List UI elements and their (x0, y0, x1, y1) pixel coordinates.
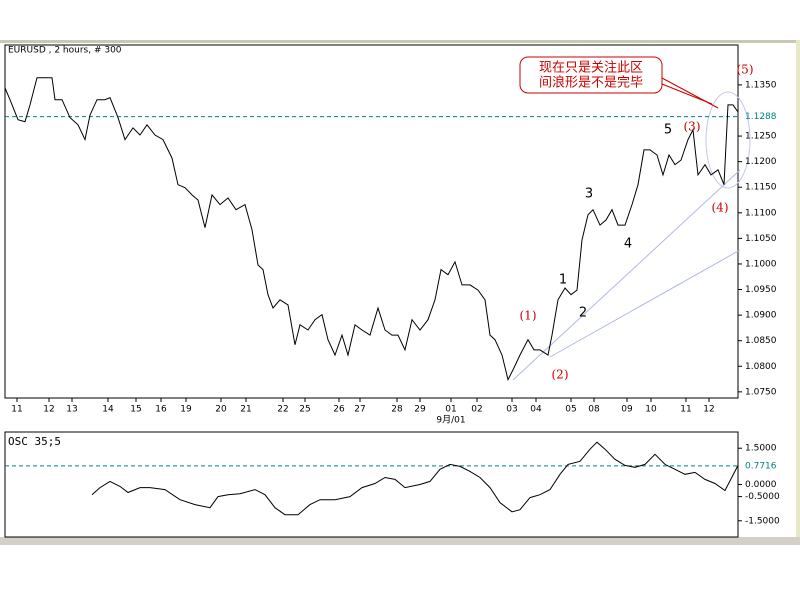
y-tick-label: -0.5000 (745, 492, 780, 502)
y-tick-label: 1.0850 (745, 336, 777, 346)
right-bar (796, 40, 800, 540)
x-tick-label: 10 (645, 405, 657, 415)
y-tick-label: 1.0900 (745, 311, 777, 321)
note-arrow (661, 83, 713, 105)
annotation: 1 (559, 273, 567, 288)
annotation: 4 (624, 237, 632, 252)
annotation: (3) (684, 120, 701, 134)
annotation: (2) (552, 368, 569, 382)
x-tick-label: 09 (621, 405, 633, 415)
x-tick-label: 08 (588, 405, 600, 415)
x-tick-label: 26 (333, 405, 345, 415)
x-tick-label: 25 (299, 405, 310, 415)
annotation: 5 (664, 123, 672, 138)
x-tick-label: 04 (530, 405, 542, 415)
y-tick-label: 1.1200 (745, 157, 777, 167)
y-tick-label: 1.1350 (745, 80, 777, 90)
bottom-bar (0, 537, 800, 545)
x-axis-note: 9月/01 (436, 415, 465, 426)
fan-line (512, 169, 741, 381)
annotation: (1) (520, 309, 537, 323)
y-tick-label: -1.5000 (745, 516, 780, 526)
panel-title: OSC 35;5 (8, 435, 61, 448)
reference-label: 1.1288 (745, 112, 777, 122)
x-tick-label: 14 (102, 405, 114, 415)
y-tick-label: 1.1150 (745, 183, 777, 193)
x-tick-label: 01 (445, 405, 456, 415)
reference-label: 0.7716 (745, 461, 777, 471)
price-panel (4, 44, 739, 399)
price-line (91, 441, 739, 516)
price-line (4, 77, 739, 382)
x-tick-label: 15 (130, 405, 141, 415)
x-tick-label: 11 (11, 405, 22, 415)
x-tick-label: 13 (66, 405, 77, 415)
x-tick-label: 21 (240, 405, 251, 415)
x-tick-label: 03 (506, 405, 517, 415)
x-tick-label: 20 (215, 405, 227, 415)
y-tick-label: 1.0750 (745, 387, 777, 397)
note-box (519, 56, 663, 94)
annotation: (4) (712, 201, 729, 215)
x-tick-label: 16 (155, 405, 167, 415)
y-tick-label: 1.0950 (745, 285, 777, 295)
x-tick-label: 27 (354, 405, 365, 415)
annotation: 间浪形是不是完毕 (539, 76, 643, 91)
y-tick-label: 1.1100 (745, 208, 777, 218)
x-tick-label: 12 (703, 405, 714, 415)
top-bar (0, 40, 800, 43)
annotation: 2 (579, 306, 587, 321)
annotation: 现在只是关注此区 (539, 61, 643, 76)
fan-line (549, 249, 741, 358)
x-tick-label: 05 (565, 405, 576, 415)
focus-ellipse (705, 91, 751, 189)
x-tick-label: 19 (180, 405, 192, 415)
x-tick-label: 22 (277, 405, 288, 415)
x-tick-label: 11 (680, 405, 691, 415)
annotation: 3 (585, 187, 593, 202)
y-tick-label: 1.1050 (745, 234, 777, 244)
annotation: (5) (737, 63, 754, 77)
y-tick-label: 1.1250 (745, 132, 777, 142)
x-tick-label: 28 (391, 405, 403, 415)
x-tick-label: 12 (43, 405, 54, 415)
y-tick-label: 1.5000 (745, 444, 777, 454)
x-tick-label: 02 (471, 405, 482, 415)
panel-title: EURUSD , 2 hours, # 300 (8, 46, 122, 56)
y-tick-label: 1.0800 (745, 362, 777, 372)
x-tick-label: 29 (414, 405, 426, 415)
y-tick-label: 1.1000 (745, 259, 777, 269)
y-tick-label: 0.0000 (745, 480, 777, 490)
